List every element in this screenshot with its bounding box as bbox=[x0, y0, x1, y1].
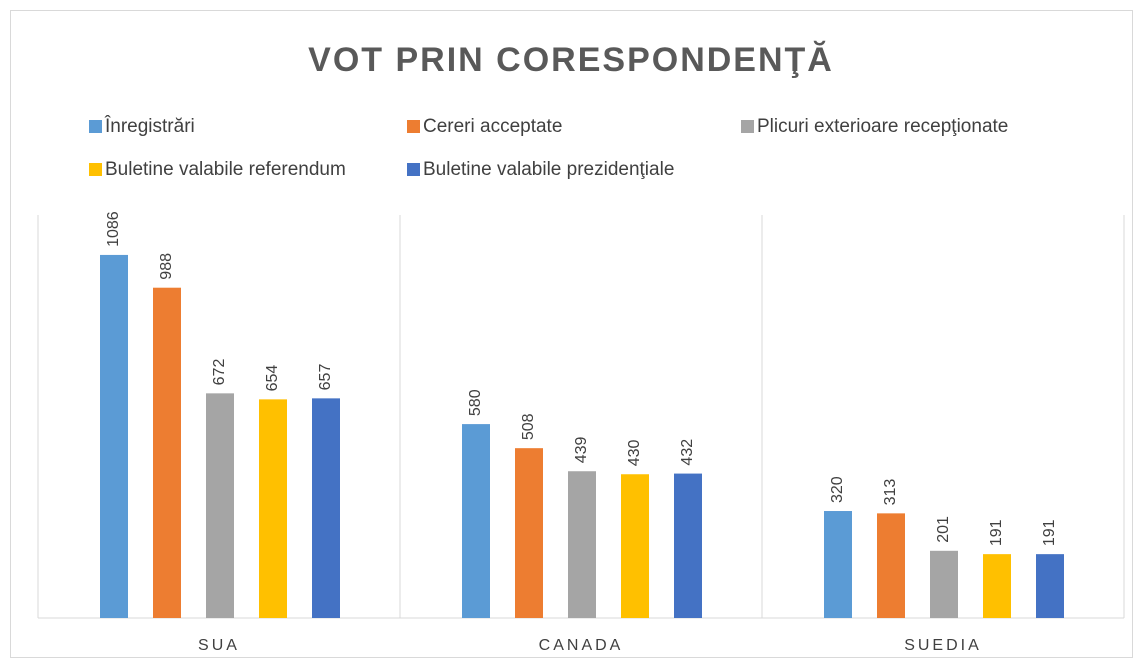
data-label: 313 bbox=[882, 479, 899, 506]
legend-label: Cereri acceptate bbox=[423, 116, 562, 137]
bar bbox=[312, 398, 340, 618]
data-label: 580 bbox=[467, 389, 484, 416]
bar bbox=[100, 254, 128, 618]
legend-swatch bbox=[741, 120, 754, 133]
bar bbox=[206, 393, 234, 618]
data-label: 430 bbox=[626, 439, 643, 466]
legend-label: Buletine valabile referendum bbox=[105, 159, 346, 180]
data-label: 672 bbox=[211, 359, 228, 386]
x-tick-label: CANADA bbox=[539, 637, 624, 654]
bar bbox=[568, 471, 596, 618]
legend-swatch bbox=[89, 163, 102, 176]
bar bbox=[824, 511, 852, 618]
data-label: 191 bbox=[1041, 519, 1058, 546]
chart-title: VOT PRIN CORESPONDENŢĂ bbox=[308, 41, 834, 79]
bar bbox=[259, 399, 287, 618]
bar bbox=[153, 287, 181, 618]
legend-swatch bbox=[407, 120, 420, 133]
legend-swatch bbox=[407, 163, 420, 176]
bar bbox=[462, 424, 490, 618]
bar bbox=[515, 448, 543, 618]
legend-label: Buletine valabile prezidenţiale bbox=[423, 159, 674, 180]
bar bbox=[983, 554, 1011, 618]
data-label: 201 bbox=[935, 516, 952, 543]
legend-label: Plicuri exterioare recepţionate bbox=[757, 116, 1008, 137]
data-label: 432 bbox=[679, 439, 696, 466]
bar bbox=[1036, 554, 1064, 618]
data-label: 191 bbox=[988, 519, 1005, 546]
bar bbox=[674, 473, 702, 618]
bar bbox=[930, 550, 958, 618]
x-tick-label: SUEDIA bbox=[904, 637, 982, 654]
data-label: 657 bbox=[317, 364, 334, 391]
data-label: 439 bbox=[573, 436, 590, 463]
bar bbox=[877, 513, 905, 618]
data-label: 1086 bbox=[105, 211, 122, 247]
legend-swatch bbox=[89, 120, 102, 133]
legend-label: Înregistrări bbox=[104, 115, 195, 137]
data-label: 654 bbox=[264, 365, 281, 392]
data-label: 508 bbox=[520, 413, 537, 440]
data-label: 320 bbox=[829, 476, 846, 503]
data-label: 988 bbox=[158, 253, 175, 280]
x-tick-label: SUA bbox=[198, 637, 240, 654]
bar bbox=[621, 474, 649, 618]
